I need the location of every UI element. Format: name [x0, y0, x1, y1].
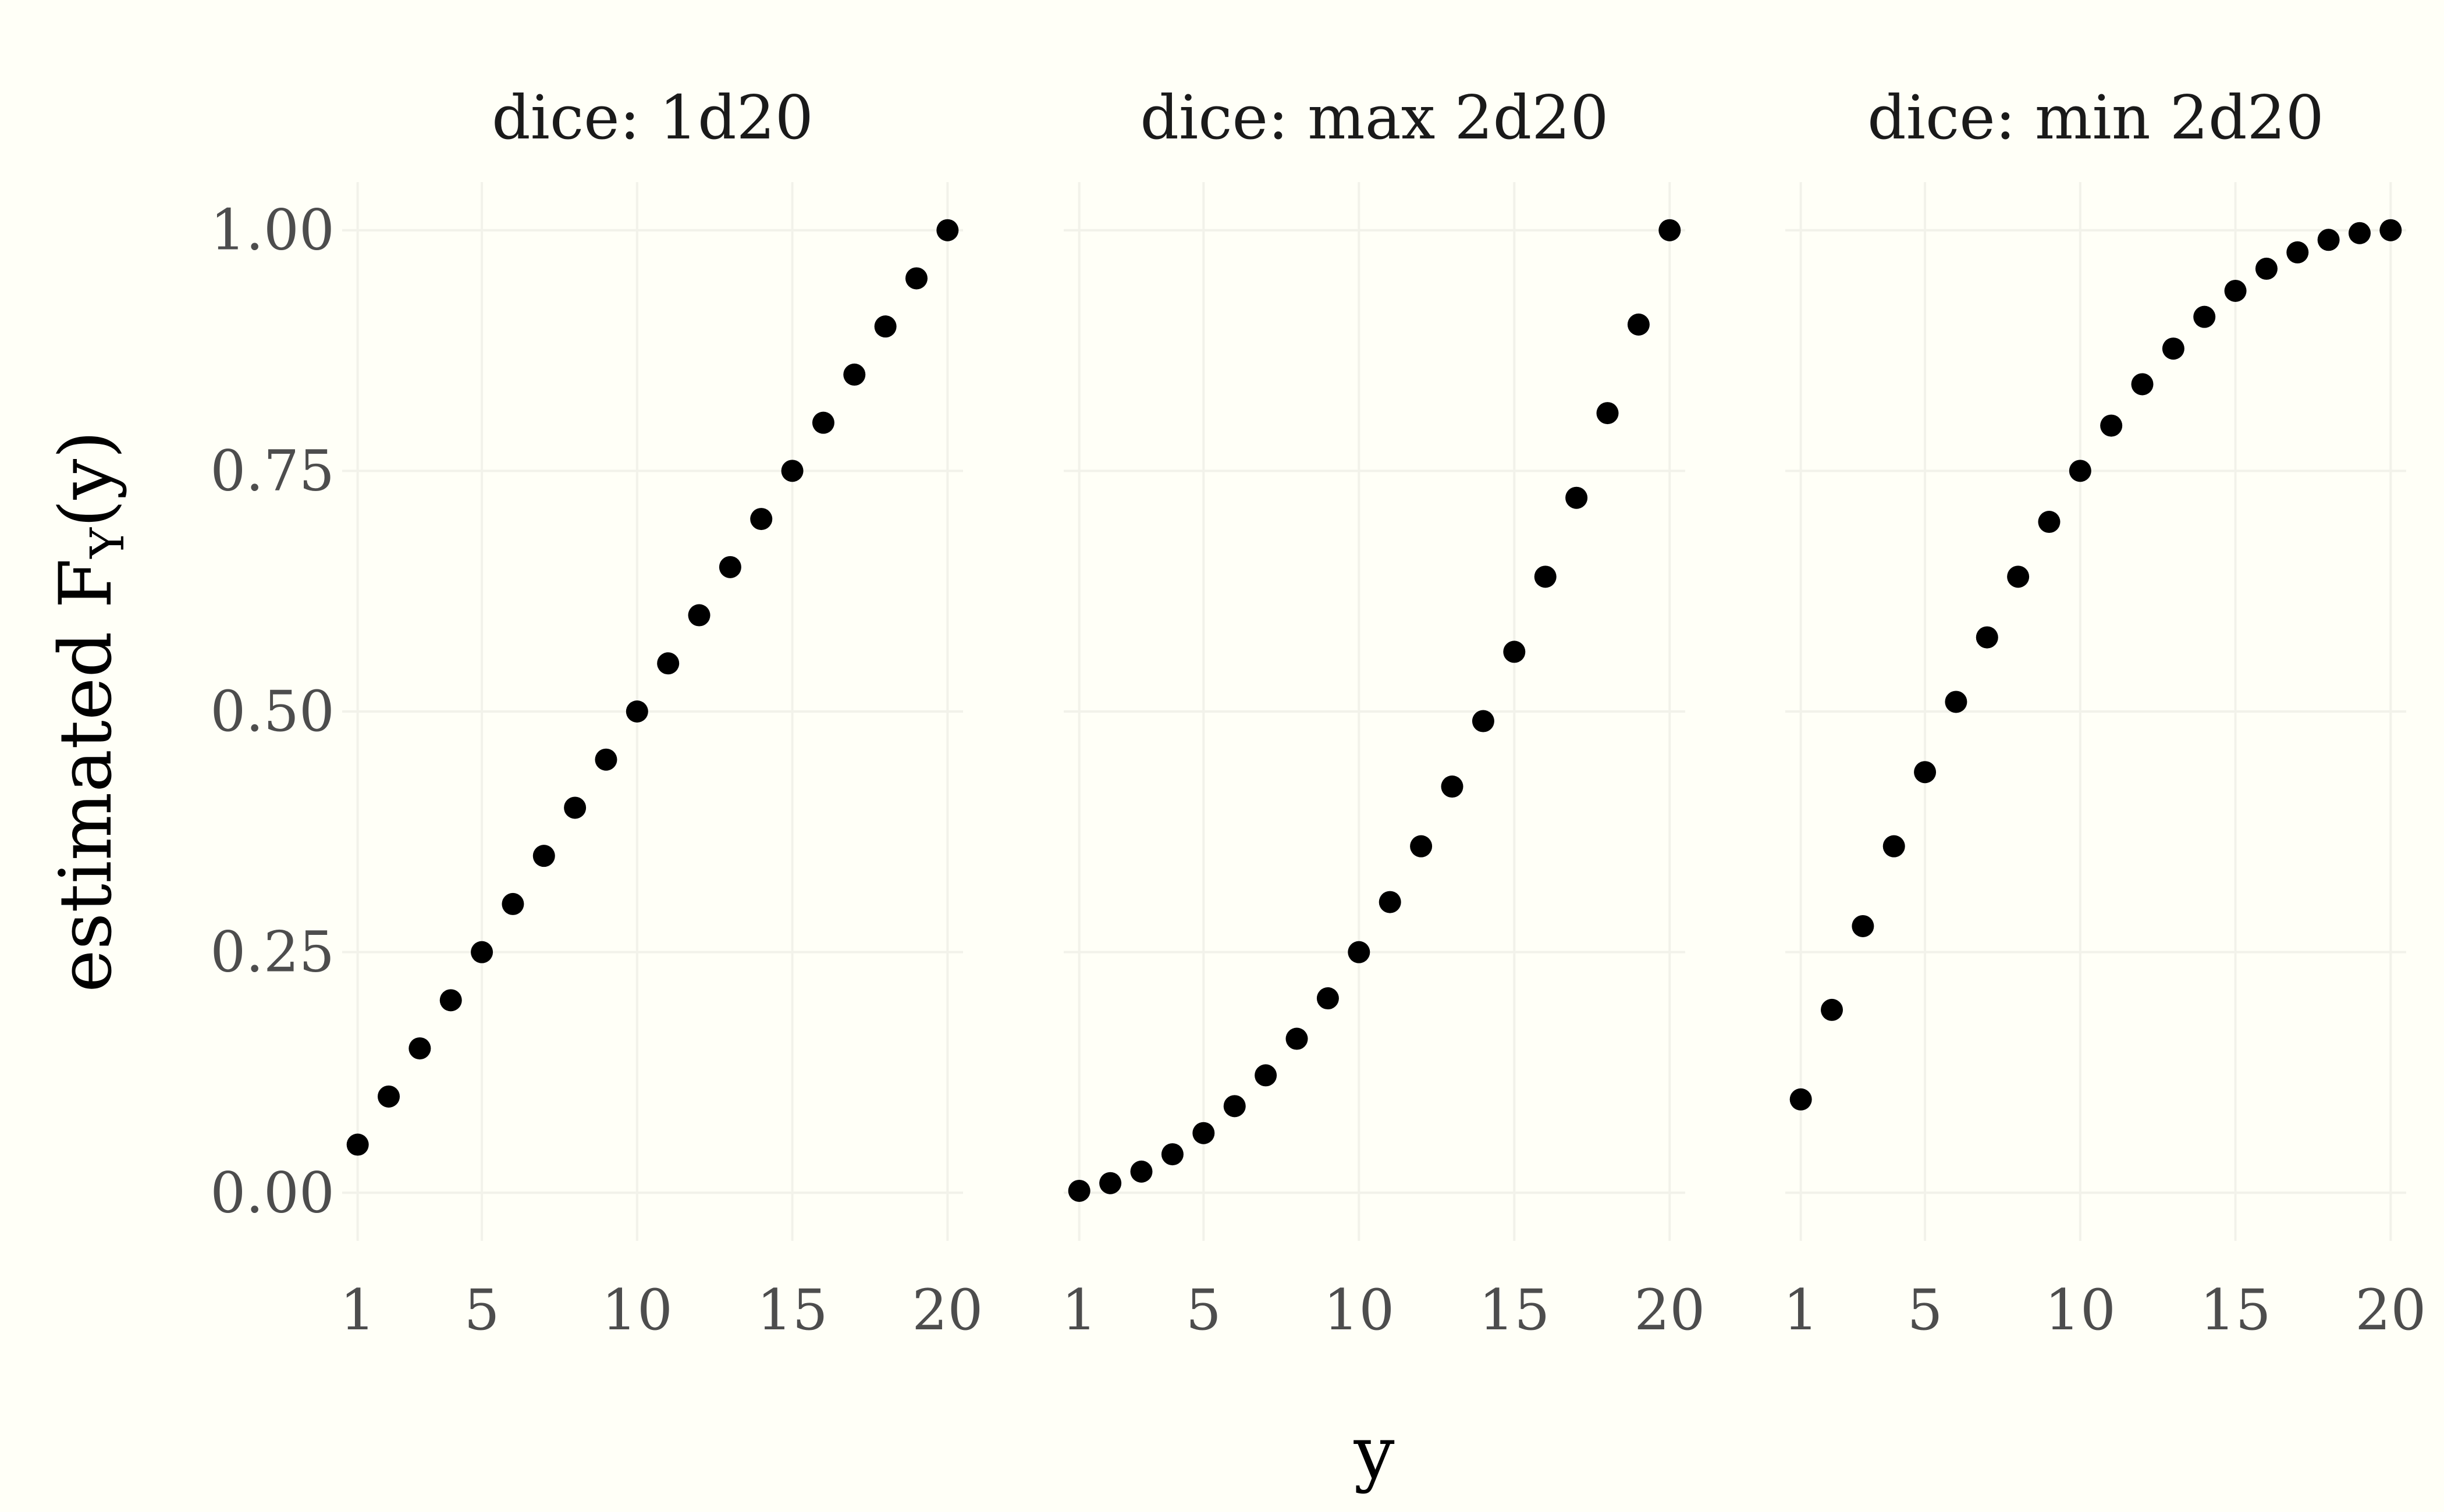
x-tick-label: 15 — [1479, 1278, 1550, 1343]
data-point — [1192, 1122, 1215, 1144]
data-point — [2286, 241, 2309, 264]
x-tick-label: 20 — [912, 1278, 983, 1343]
data-point — [1410, 835, 1433, 858]
data-point — [812, 411, 834, 434]
x-tick-label: 1 — [1783, 1278, 1818, 1343]
data-point — [378, 1085, 400, 1108]
x-tick-label: 15 — [756, 1278, 827, 1343]
data-point — [936, 219, 959, 241]
data-point — [1099, 1172, 1122, 1194]
data-point — [750, 508, 773, 531]
data-point — [2348, 222, 2371, 244]
data-point — [2317, 229, 2340, 251]
data-point — [1821, 998, 1843, 1021]
x-tick-label: 1 — [340, 1278, 375, 1343]
data-point — [2007, 565, 2030, 588]
x-tick-label: 1 — [1061, 1278, 1097, 1343]
grid-layer — [342, 182, 2406, 1241]
x-tick-label: 10 — [2045, 1278, 2116, 1343]
data-point — [1441, 775, 1463, 798]
y-axis-title: estimated FY(y) — [44, 431, 134, 992]
data-point — [2379, 219, 2402, 241]
y-tick-label: 0.75 — [210, 438, 335, 503]
data-point — [439, 989, 462, 1012]
data-point — [1503, 641, 1526, 663]
data-point — [688, 604, 711, 627]
data-point — [408, 1037, 431, 1060]
data-point — [564, 796, 587, 819]
data-point — [1627, 313, 1650, 336]
data-point — [657, 652, 680, 675]
x-tick-label: 5 — [1186, 1278, 1221, 1343]
y-tick-label: 0.25 — [210, 920, 335, 985]
y-tick-label: 0.00 — [210, 1160, 335, 1225]
x-tick-label: 15 — [2200, 1278, 2271, 1343]
data-point — [1852, 915, 1874, 937]
x-tick-label: 10 — [602, 1278, 673, 1343]
data-point — [781, 460, 804, 482]
data-point — [1285, 1027, 1308, 1050]
data-point — [2255, 257, 2278, 280]
data-point — [346, 1133, 369, 1156]
data-point — [1348, 941, 1370, 963]
data-point — [1565, 486, 1588, 509]
data-point — [1379, 891, 1401, 913]
data-point — [1316, 987, 1339, 1010]
data-point — [2131, 373, 2154, 396]
data-point — [1534, 565, 1557, 588]
panel-title: dice: min 2d20 — [1867, 82, 2324, 153]
data-point — [532, 845, 555, 867]
data-point — [471, 941, 493, 963]
data-point — [905, 267, 928, 290]
panel-title: dice: max 2d20 — [1140, 82, 1608, 153]
panel-title: dice: 1d20 — [492, 82, 814, 153]
data-point — [1789, 1088, 1812, 1111]
x-tick-label: 5 — [1907, 1278, 1943, 1343]
data-point — [2193, 305, 2216, 328]
data-point — [1255, 1064, 1277, 1087]
data-point — [1161, 1143, 1184, 1166]
x-tick-label: 20 — [2355, 1278, 2426, 1343]
data-point — [2100, 414, 2123, 437]
data-point — [502, 892, 524, 915]
data-point — [1976, 626, 1998, 649]
data-point — [843, 363, 866, 386]
data-point — [2224, 279, 2247, 302]
data-point — [1914, 761, 1937, 784]
y-tick-label: 1.00 — [210, 198, 335, 263]
y-tick-label: 0.50 — [210, 679, 335, 744]
data-point — [1223, 1095, 1246, 1118]
x-tick-label: 10 — [1323, 1278, 1394, 1343]
data-point — [2162, 337, 2184, 360]
data-point — [2069, 460, 2091, 482]
data-point — [874, 315, 897, 338]
data-point — [1658, 219, 1681, 241]
x-axis-title: y — [1353, 1411, 1394, 1495]
data-point — [595, 748, 617, 771]
data-point — [626, 700, 648, 723]
x-tick-label: 5 — [464, 1278, 500, 1343]
data-point — [1472, 710, 1494, 732]
x-tick-label: 20 — [1634, 1278, 1705, 1343]
data-point — [1882, 835, 1905, 858]
data-point — [1945, 691, 1967, 713]
data-point — [1596, 402, 1619, 425]
data-point — [2038, 511, 2061, 533]
data-point — [1068, 1179, 1090, 1202]
data-point — [719, 556, 741, 578]
data-point — [1130, 1160, 1153, 1183]
